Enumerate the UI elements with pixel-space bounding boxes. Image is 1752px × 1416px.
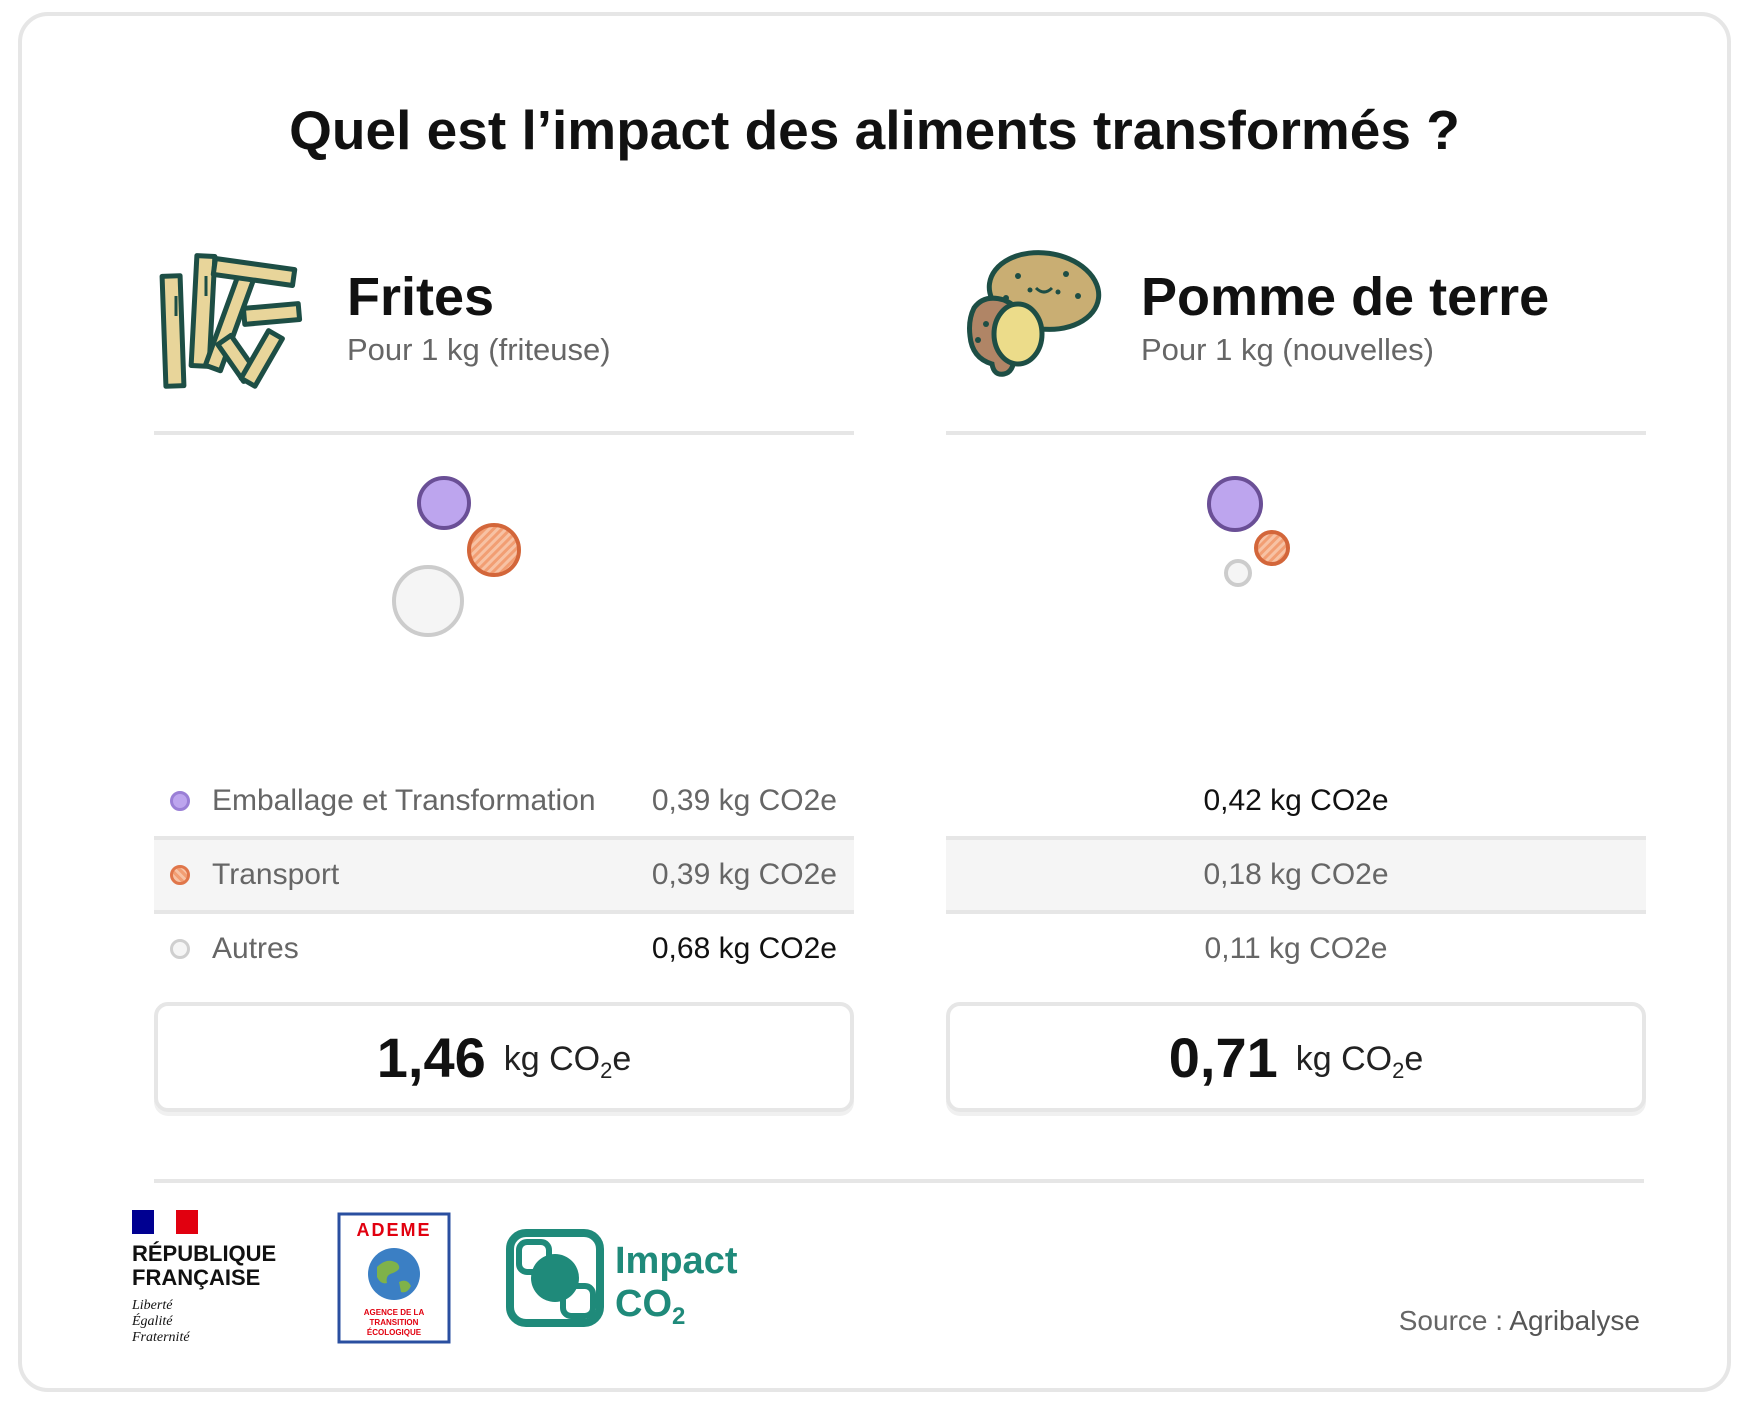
ademe-name: ADEME bbox=[356, 1220, 431, 1240]
divider bbox=[154, 431, 854, 435]
legend-dot-transport bbox=[170, 865, 190, 885]
row-value: 0,18 kg CO2e bbox=[1203, 858, 1389, 891]
total-box: 1,46 kg CO2e bbox=[154, 1002, 854, 1112]
food-subtitle: Pour 1 kg (friteuse) bbox=[347, 332, 611, 367]
footer-divider bbox=[154, 1179, 1644, 1183]
bubble-transport bbox=[467, 523, 521, 577]
bubble-transport bbox=[1254, 530, 1290, 566]
legend-dot-autres bbox=[170, 939, 190, 959]
row-label: Transport bbox=[212, 858, 340, 891]
food-subtitle: Pour 1 kg (nouvelles) bbox=[1141, 332, 1434, 367]
food-column-pomme-de-terre: Pomme de terre Pour 1 kg (nouvelles) 0,4… bbox=[946, 236, 1646, 1116]
total-value: 0,71 bbox=[1168, 1025, 1278, 1089]
row-value: 0,39 kg CO2e bbox=[651, 784, 837, 817]
row-value: 0,68 kg CO2e bbox=[651, 932, 837, 965]
list-item-emballage: 0,42 kg CO2e bbox=[946, 766, 1646, 840]
list-item-autres: Autres 0,68 kg CO2e bbox=[154, 914, 854, 984]
row-value: 0,39 kg CO2e bbox=[651, 858, 837, 891]
list-item-emballage: Emballage et Transformation 0,39 kg CO2e bbox=[154, 766, 854, 840]
food-column-frites: Frites Pour 1 kg (friteuse) Emballage et… bbox=[154, 236, 854, 1116]
row-label: Autres bbox=[212, 932, 299, 965]
bubble-autres bbox=[1224, 559, 1252, 587]
impact-bubbles bbox=[392, 476, 521, 637]
rf-motto: Liberté Égalité Fraternité bbox=[132, 1298, 190, 1345]
total-value: 1,46 bbox=[376, 1025, 486, 1089]
infographic-card: Quel est l’impact des aliments transform… bbox=[18, 12, 1731, 1392]
fries-icon bbox=[159, 253, 303, 389]
food-title: Frites bbox=[347, 267, 495, 327]
total-unit: kg CO2e bbox=[1295, 1040, 1424, 1083]
ademe-logo: ADEME AGENCE DE LA TRANSITION ÉCOLOGIQUE bbox=[337, 1212, 451, 1344]
svg-text:ÉCOLOGIQUE: ÉCOLOGIQUE bbox=[367, 1328, 422, 1337]
potato-icon bbox=[967, 250, 1102, 377]
list-item-autres: 0,11 kg CO2e bbox=[946, 914, 1646, 984]
source-note: Source : Agribalyse bbox=[1398, 1305, 1640, 1336]
list-item-transport: 0,18 kg CO2e bbox=[946, 840, 1646, 914]
breakdown-list: Emballage et Transformation 0,39 kg CO2e… bbox=[154, 766, 854, 984]
list-item-transport: Transport 0,39 kg CO2e bbox=[154, 840, 854, 914]
total-box: 0,71 kg CO2e bbox=[946, 1002, 1646, 1112]
food-title: Pomme de terre bbox=[1141, 267, 1550, 327]
bubble-emballage bbox=[1207, 476, 1263, 532]
bubble-autres bbox=[392, 565, 464, 637]
divider bbox=[946, 431, 1646, 435]
svg-text:AGENCE DE LA: AGENCE DE LA bbox=[364, 1308, 425, 1317]
impact-bubbles bbox=[1207, 476, 1290, 587]
legend-dot-emballage bbox=[170, 791, 190, 811]
breakdown-list: 0,42 kg CO2e 0,18 kg CO2e 0,11 kg CO2e bbox=[946, 766, 1646, 984]
row-label: Emballage et Transformation bbox=[212, 784, 596, 817]
bubble-emballage bbox=[417, 476, 471, 530]
impact-co2-logo: Impact CO2 bbox=[506, 1229, 738, 1328]
svg-text:Impact: Impact bbox=[615, 1240, 738, 1282]
republique-francaise-logo: RÉPUBLIQUE FRANÇAISE Liberté Égalité Fra… bbox=[132, 1210, 302, 1350]
row-value: 0,11 kg CO2e bbox=[1204, 932, 1388, 965]
total-unit: kg CO2e bbox=[503, 1040, 632, 1083]
french-flag-icon bbox=[132, 1210, 198, 1234]
row-value: 0,42 kg CO2e bbox=[1203, 784, 1389, 817]
svg-text:CO2: CO2 bbox=[615, 1283, 685, 1328]
page-title: Quel est l’impact des aliments transform… bbox=[289, 99, 1460, 161]
svg-text:TRANSITION: TRANSITION bbox=[370, 1318, 419, 1327]
rf-title: RÉPUBLIQUE FRANÇAISE bbox=[132, 1241, 277, 1290]
